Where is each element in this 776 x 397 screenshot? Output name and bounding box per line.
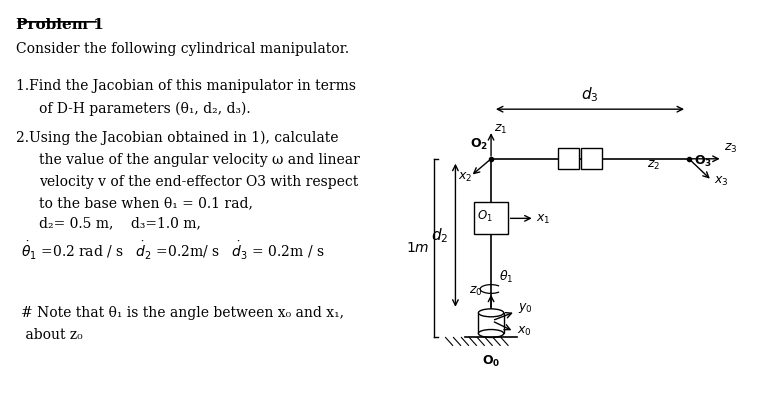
Ellipse shape — [478, 330, 504, 337]
Text: about z₀: about z₀ — [22, 328, 83, 341]
Text: 1.Find the Jacobian of this manipulator in terms: 1.Find the Jacobian of this manipulator … — [16, 79, 355, 93]
Text: of D-H parameters (θ₁, d₂, d₃).: of D-H parameters (θ₁, d₂, d₃). — [39, 101, 251, 116]
Text: the value of the angular velocity ω and linear: the value of the angular velocity ω and … — [39, 153, 359, 167]
Text: $\mathbf{O_3}$: $\mathbf{O_3}$ — [694, 154, 712, 169]
Text: $x_0$: $x_0$ — [517, 324, 532, 337]
Text: $d_3$: $d_3$ — [581, 86, 599, 104]
Text: $x_2$: $x_2$ — [458, 170, 473, 183]
Text: $y_0$: $y_0$ — [518, 301, 532, 316]
Text: d₂= 0.5 m,    d₃=1.0 m,: d₂= 0.5 m, d₃=1.0 m, — [39, 216, 201, 230]
Text: $z_1$: $z_1$ — [494, 123, 508, 136]
Text: $O_1$: $O_1$ — [477, 209, 493, 224]
Text: $\dot{\theta}_1$ =0.2 rad / s   $\dot{d}_2$ =0.2m/ s   $\dot{d}_3$ = 0.2m / s: $\dot{\theta}_1$ =0.2 rad / s $\dot{d}_2… — [22, 240, 325, 262]
Text: $z_2$: $z_2$ — [646, 158, 660, 172]
Text: $z_0$: $z_0$ — [469, 285, 483, 298]
Ellipse shape — [478, 309, 504, 317]
Text: 2.Using the Jacobian obtained in 1), calculate: 2.Using the Jacobian obtained in 1), cal… — [16, 131, 338, 145]
Text: $\mathbf{O_0}$: $\mathbf{O_0}$ — [482, 354, 501, 369]
Text: $d_2$: $d_2$ — [431, 226, 449, 245]
Bar — [478, 313, 504, 333]
Text: $x_3$: $x_3$ — [714, 174, 729, 187]
Text: to the base when θ₁ = 0.1 rad,: to the base when θ₁ = 0.1 rad, — [39, 197, 253, 210]
Text: $x_1$: $x_1$ — [536, 212, 551, 225]
Text: $\theta_1$: $\theta_1$ — [499, 269, 514, 285]
Text: $\mathbf{O_2}$: $\mathbf{O_2}$ — [469, 137, 488, 152]
Text: # Note that θ₁ is the angle between x₀ and x₁,: # Note that θ₁ is the angle between x₀ a… — [22, 306, 345, 320]
FancyBboxPatch shape — [559, 148, 579, 169]
Text: $1m$: $1m$ — [406, 241, 429, 255]
Text: Consider the following cylindrical manipulator.: Consider the following cylindrical manip… — [16, 42, 348, 56]
FancyBboxPatch shape — [474, 202, 508, 234]
Text: Problem 1: Problem 1 — [16, 18, 103, 32]
Text: velocity v of the end-effector O3 with respect: velocity v of the end-effector O3 with r… — [39, 175, 358, 189]
Text: $z_3$: $z_3$ — [724, 142, 737, 155]
FancyBboxPatch shape — [581, 148, 602, 169]
